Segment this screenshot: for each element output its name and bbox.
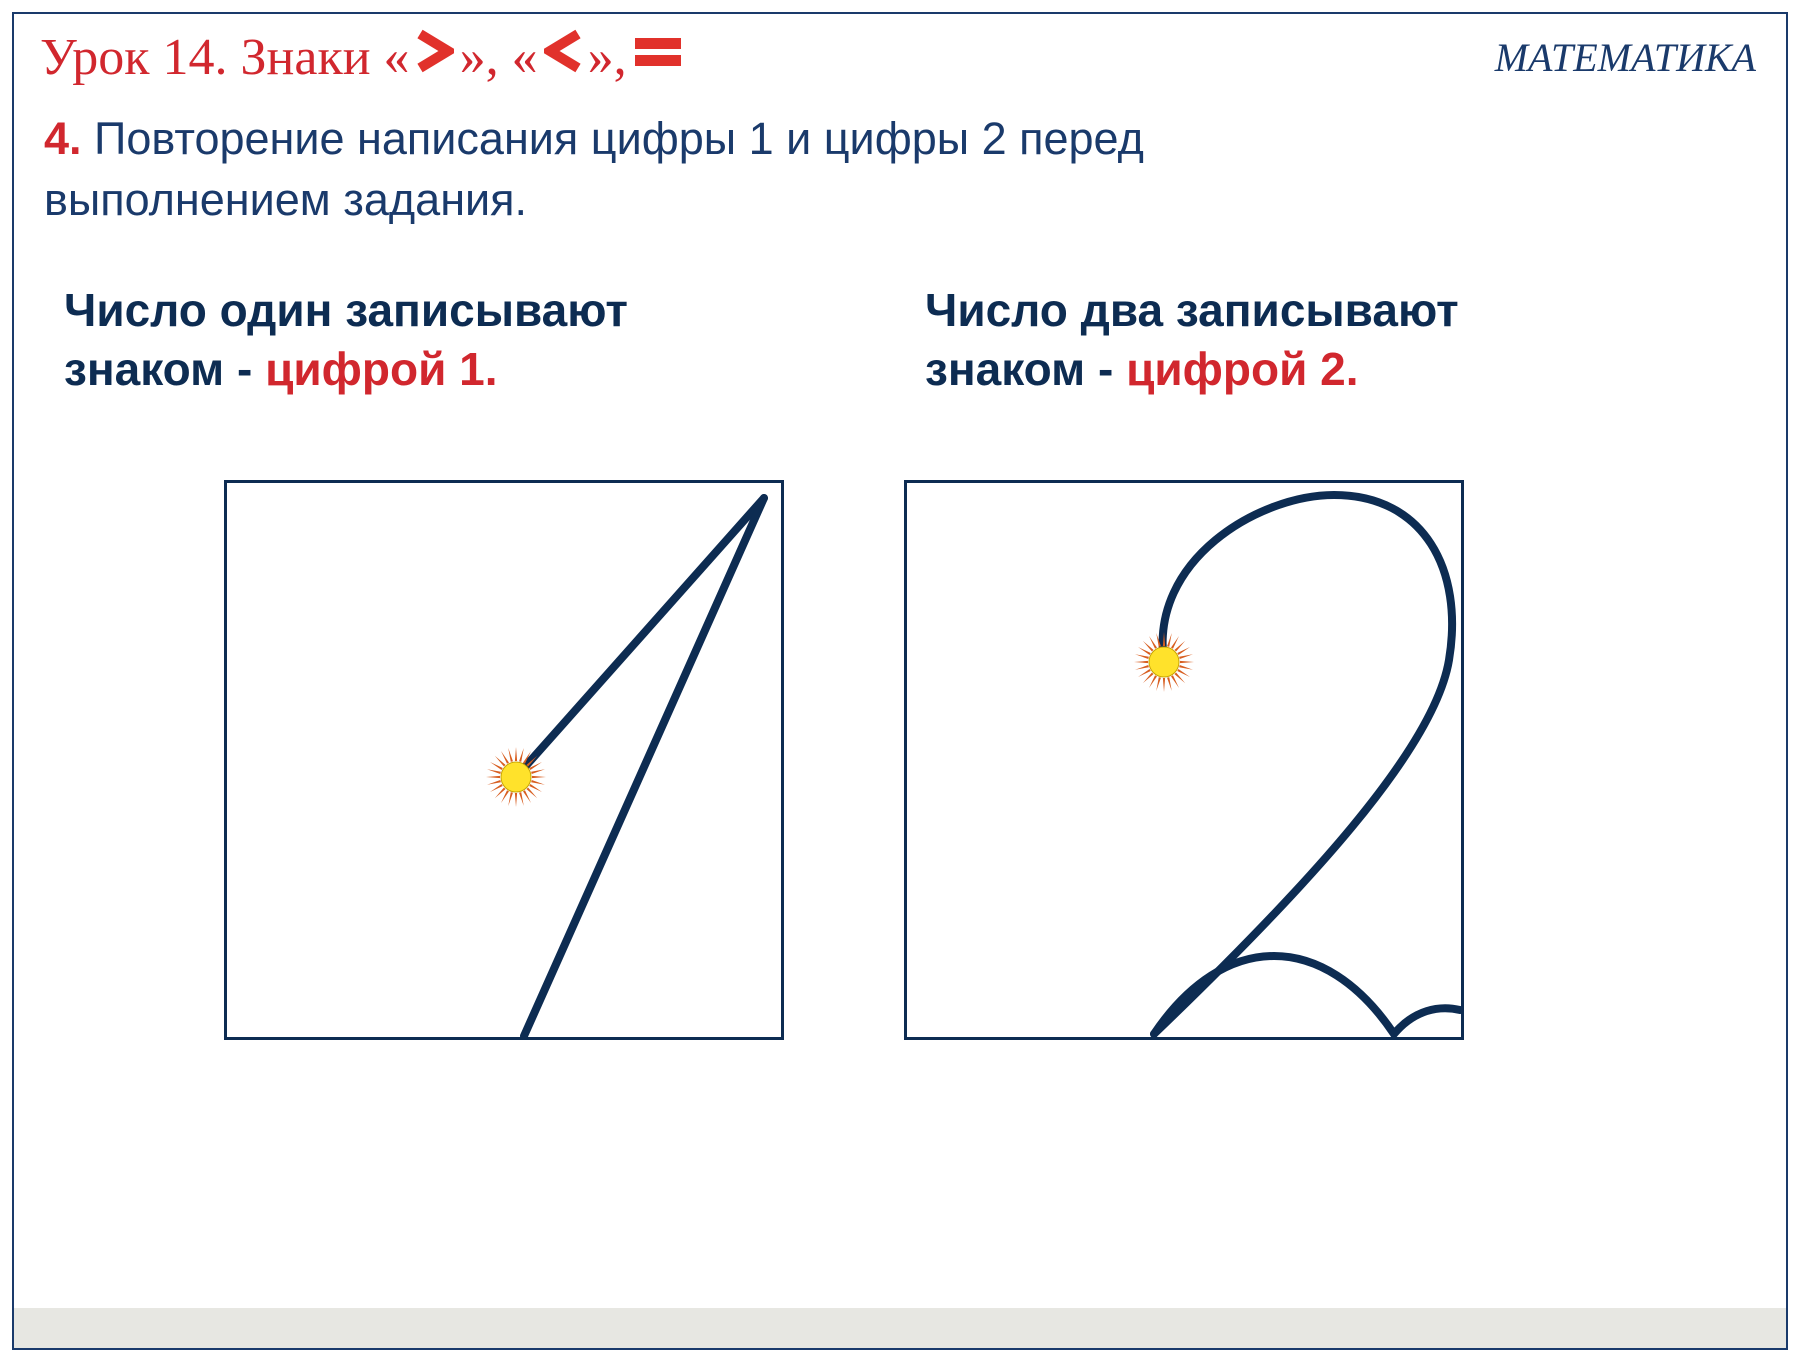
task-text: 4. Повторение написания цифры 1 и цифры … — [14, 87, 1786, 231]
columns: Число один записывают знаком - цифрой 1.… — [14, 231, 1786, 401]
equals-icon — [633, 28, 683, 87]
task-number: 4. — [44, 113, 82, 164]
less-than-icon — [544, 28, 582, 87]
header-row: Урок 14. Знаки « », « », МАТЕМАТИКА — [14, 14, 1786, 87]
subject-label: МАТЕМАТИКА — [1495, 28, 1756, 81]
right-text: Число два записывают знаком - цифрой 2. — [925, 281, 1726, 401]
right-line1: Число два записывают — [925, 284, 1459, 336]
lesson-prefix: Урок 14. Знаки « — [40, 28, 410, 87]
lesson-mid1: », « — [460, 28, 538, 87]
lesson-mid2: », — [588, 28, 627, 87]
task-line2: выполнением задания. — [44, 174, 527, 225]
right-line2-black: знаком - — [925, 343, 1126, 395]
left-line2-red: цифрой 1. — [265, 343, 497, 395]
footer-bar — [14, 1308, 1786, 1348]
right-column: Число два записывают знаком - цифрой 2. — [925, 281, 1726, 401]
right-line2-red: цифрой 2. — [1126, 343, 1358, 395]
left-line1: Число один записывают — [64, 284, 628, 336]
left-column: Число один записывают знаком - цифрой 1. — [64, 281, 865, 401]
task-line1: Повторение написания цифры 1 и цифры 2 п… — [94, 113, 1144, 164]
greater-than-icon — [416, 28, 454, 87]
left-line2-black: знаком - — [64, 343, 265, 395]
digit-2-box — [904, 480, 1464, 1040]
digit-1-box — [224, 480, 784, 1040]
slide-frame: Урок 14. Знаки « », « », МАТЕМАТИКА — [12, 12, 1788, 1350]
lesson-title: Урок 14. Знаки « », « », — [40, 28, 683, 87]
diagram-row — [14, 400, 1786, 1040]
left-text: Число один записывают знаком - цифрой 1. — [64, 281, 865, 401]
